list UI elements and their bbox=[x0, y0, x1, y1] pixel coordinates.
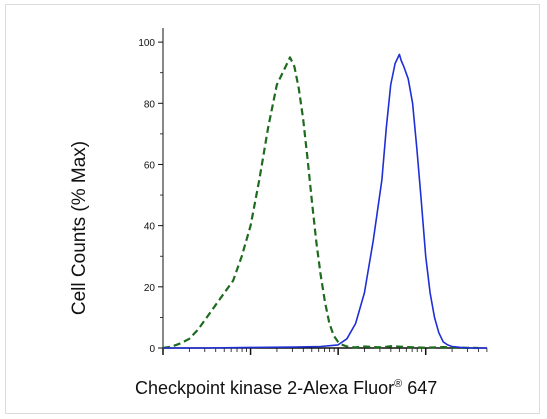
y-tick-label: 100 bbox=[138, 38, 155, 49]
y-tick-label: 0 bbox=[149, 344, 155, 355]
x-axis-label-suffix: 647 bbox=[407, 378, 438, 398]
histogram-chart: 0 20 40 60 80 100 bbox=[138, 28, 488, 355]
figure-frame: 0 20 40 60 80 100 Cell Counts (% Max) Checkpo… bbox=[5, 4, 540, 414]
x-axis-label: Checkpoint kinase 2-Alexa Fluor® 647 bbox=[135, 378, 437, 399]
y-tick-label: 20 bbox=[144, 283, 156, 294]
y-axis-label: Cell Counts (% Max) bbox=[69, 140, 90, 316]
y-tick-label: 80 bbox=[144, 99, 156, 110]
y-tick-label: 40 bbox=[144, 222, 156, 233]
y-tick-label: 60 bbox=[144, 160, 156, 171]
chart-panel: 0 20 40 60 80 100 Cell Counts (% Max) Checkpo… bbox=[35, 18, 521, 410]
registered-mark: ® bbox=[394, 378, 403, 390]
series-line-2 bbox=[163, 53, 487, 349]
series-line-1 bbox=[162, 56, 479, 350]
x-axis-label-text: Checkpoint kinase 2-Alexa Fluor bbox=[135, 378, 395, 398]
